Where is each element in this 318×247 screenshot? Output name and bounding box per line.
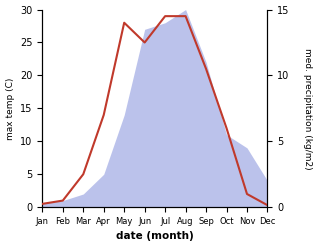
X-axis label: date (month): date (month)	[116, 231, 194, 242]
Y-axis label: med. precipitation (kg/m2): med. precipitation (kg/m2)	[303, 48, 313, 169]
Y-axis label: max temp (C): max temp (C)	[5, 77, 15, 140]
